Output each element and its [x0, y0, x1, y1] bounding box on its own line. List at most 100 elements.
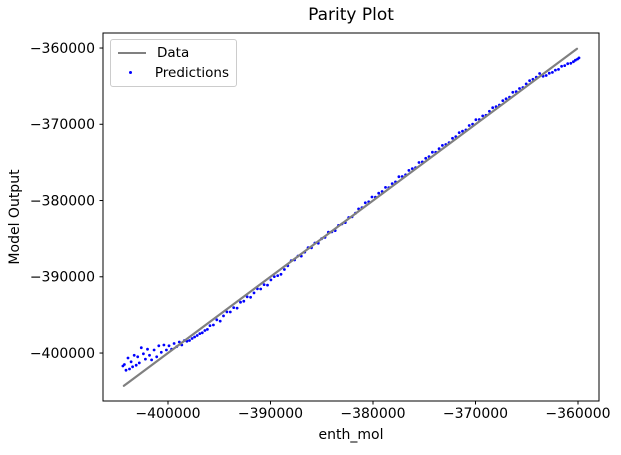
prediction-point: [283, 268, 286, 271]
prediction-point: [215, 318, 219, 322]
prediction-point: [557, 68, 560, 71]
prediction-point: [276, 274, 280, 277]
prediction-point: [249, 295, 253, 299]
legend-item-predictions: Predictions: [118, 65, 229, 81]
prediction-point: [467, 124, 471, 127]
prediction-point: [128, 367, 131, 371]
prediction-point: [206, 328, 209, 331]
prediction-point: [461, 129, 464, 133]
prediction-point: [560, 64, 563, 68]
prediction-point: [225, 310, 229, 314]
prediction-point: [262, 283, 266, 286]
legend-label-predictions: Predictions: [154, 64, 229, 81]
data-line-swatch: [118, 52, 146, 55]
y-axis-label: Model Output: [7, 169, 23, 265]
prediction-point: [491, 106, 495, 110]
prediction-point: [198, 332, 202, 335]
legend-item-data: Data: [118, 45, 229, 61]
dot-sample-icon: [129, 71, 133, 75]
prediction-point: [193, 335, 197, 339]
prediction-point: [144, 357, 147, 361]
prediction-point: [488, 109, 491, 113]
prediction-point: [239, 300, 242, 304]
prediction-point: [157, 344, 161, 348]
prediction-point: [272, 275, 276, 278]
prediction-point: [167, 344, 171, 348]
line-sample-icon: [118, 52, 146, 55]
prediction-point: [134, 363, 138, 367]
prediction-point: [269, 278, 273, 282]
prediction-point: [222, 314, 225, 318]
x-tick-label: −400000: [135, 406, 200, 422]
prediction-point: [370, 195, 374, 199]
prediction-point: [538, 72, 541, 75]
prediction-point: [266, 283, 269, 287]
prediction-point: [245, 295, 249, 299]
prediction-point: [142, 352, 145, 356]
x-tick-label: −370000: [443, 406, 508, 422]
prediction-point: [195, 334, 199, 337]
prediction-point: [518, 87, 521, 90]
prediction-point: [218, 319, 222, 323]
prediction-point: [390, 182, 394, 186]
predictions-marker-swatch: [118, 71, 144, 75]
prediction-point: [123, 363, 126, 366]
prediction-point: [131, 365, 135, 369]
prediction-point: [451, 136, 454, 140]
x-tick-label: −380000: [340, 406, 405, 422]
prediction-point: [252, 291, 256, 295]
prediction-point: [569, 61, 573, 65]
prediction-point: [511, 90, 515, 94]
x-axis-label: enth_mol: [318, 427, 384, 443]
prediction-point: [504, 97, 508, 101]
y-tick-label: −380000: [30, 193, 95, 209]
prediction-point: [577, 56, 581, 60]
prediction-point: [441, 144, 444, 147]
prediction-point: [165, 348, 168, 352]
prediction-point: [279, 272, 283, 276]
prediction-point: [417, 161, 421, 164]
prediction-point: [572, 60, 575, 64]
prediction-point: [129, 360, 133, 364]
prediction-point: [544, 74, 548, 77]
prediction-point: [437, 147, 441, 151]
prediction-point: [126, 356, 130, 360]
y-tick-label: −390000: [30, 270, 95, 286]
prediction-point: [208, 324, 212, 327]
prediction-point: [137, 361, 141, 365]
x-tick-label: −390000: [238, 406, 303, 422]
prediction-point: [563, 64, 567, 67]
prediction-point: [159, 350, 163, 354]
prediction-point: [384, 186, 387, 189]
prediction-point: [574, 58, 577, 62]
prediction-point: [188, 339, 191, 342]
prediction-point: [547, 71, 551, 75]
prediction-point: [457, 131, 461, 135]
prediction-point: [162, 343, 166, 347]
prediction-point: [132, 353, 136, 357]
prediction-point: [235, 306, 239, 310]
prediction-point: [551, 71, 554, 74]
prediction-point: [566, 62, 570, 66]
chart-title: Parity Plot: [308, 5, 394, 25]
x-tick-label: −360000: [545, 406, 610, 422]
prediction-point: [397, 175, 401, 179]
axes-spines: [102, 32, 600, 402]
prediction-point: [212, 323, 215, 327]
prediction-point: [155, 355, 159, 359]
prediction-point: [431, 150, 434, 154]
y-tick-label: −360000: [30, 41, 95, 57]
prediction-point: [363, 201, 367, 205]
prediction-point: [259, 287, 263, 291]
prediction-point: [124, 368, 128, 372]
prediction-point: [377, 191, 381, 195]
prediction-point: [200, 331, 204, 335]
y-tick-label: −400000: [30, 346, 95, 362]
prediction-point: [203, 329, 207, 332]
prediction-point: [528, 79, 531, 82]
prediction-point: [172, 342, 176, 345]
prediction-point: [139, 346, 143, 350]
prediction-point: [148, 353, 151, 357]
